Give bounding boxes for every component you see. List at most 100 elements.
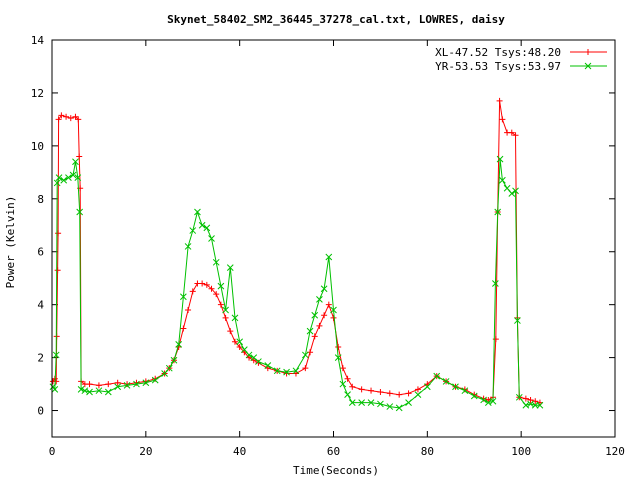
data-point [514,317,521,324]
data-point [81,387,89,395]
data-point [208,235,215,242]
data-point [311,311,319,319]
data-point [527,400,534,408]
data-point [316,296,323,303]
data-point [95,387,103,395]
data-point [76,153,83,160]
data-point [222,314,229,321]
data-point [489,397,497,405]
data-point [104,388,112,396]
data-point [86,381,93,388]
data-point [330,314,337,321]
data-point [433,372,441,380]
data-point [527,396,534,403]
data-point [53,378,60,385]
data-point [442,378,450,385]
x-tick-label: 60 [327,445,340,458]
data-point [494,208,502,216]
series-2 [49,155,544,412]
legend-marker [585,49,591,55]
data-point [217,282,225,290]
data-point [496,155,504,163]
data-point [55,230,62,237]
chart-title: Skynet_58402_SM2_36445_37278_cal.txt, LO… [167,13,505,26]
data-point [306,327,314,335]
data-point [273,367,281,375]
y-tick-label: 10 [31,140,44,153]
data-point [386,390,393,397]
data-point [492,280,499,287]
data-point [321,312,328,319]
data-point [344,375,351,382]
plot-frame [51,39,616,438]
data-point [522,395,529,402]
data-point [255,358,262,365]
data-point [484,399,492,406]
data-point [414,386,421,393]
data-point [348,399,356,406]
data-point [512,132,519,139]
data-point [55,174,63,181]
legend-label: XL-47.52 Tsys:48.20 [435,46,561,59]
data-point [236,338,244,346]
data-point [339,365,346,372]
data-point [325,253,333,261]
data-point [264,362,272,369]
y-tick-label: 8 [37,193,44,206]
data-point [133,380,140,388]
data-point [227,328,234,335]
x-tick-label: 80 [421,445,434,458]
data-point [302,365,309,372]
data-point [325,301,332,308]
data-point [175,341,183,348]
data-point [198,221,206,229]
data-point [377,389,384,396]
data-point [536,401,544,409]
data-point [74,174,82,181]
data-point [86,388,93,396]
data-point [180,293,187,301]
data-point [54,267,61,274]
data-point [515,393,523,401]
data-point [95,382,102,389]
y-tick-label: 4 [37,299,44,312]
data-point [358,386,365,393]
data-point [405,399,412,406]
data-point [226,264,234,271]
data-point [396,391,403,398]
series-layer [49,97,544,412]
data-point [65,174,72,181]
data-point [316,322,323,329]
y-tick-label: 2 [37,352,44,365]
data-point [344,391,351,399]
data-point [185,306,192,313]
data-point [334,354,342,361]
data-point [368,387,375,394]
data-point [330,306,337,314]
data-point [114,383,122,391]
data-point [311,333,318,340]
x-tick-label: 40 [233,445,246,458]
data-point [358,399,366,406]
data-point [217,301,224,308]
data-point [496,97,503,104]
data-point [114,379,121,386]
data-point [508,129,515,136]
data-point [72,158,79,166]
data-point [395,404,403,412]
data-point [512,187,519,195]
data-point [55,116,62,123]
legend-label: YR-53.53 Tsys:53.97 [435,60,561,73]
data-point [301,351,309,359]
data-point [452,383,459,391]
data-point [67,115,74,122]
data-point [283,368,290,376]
x-tick-label: 120 [605,445,625,458]
data-point [423,383,431,391]
data-point [367,399,375,406]
legend-marker [584,62,592,70]
data-point [180,325,187,332]
